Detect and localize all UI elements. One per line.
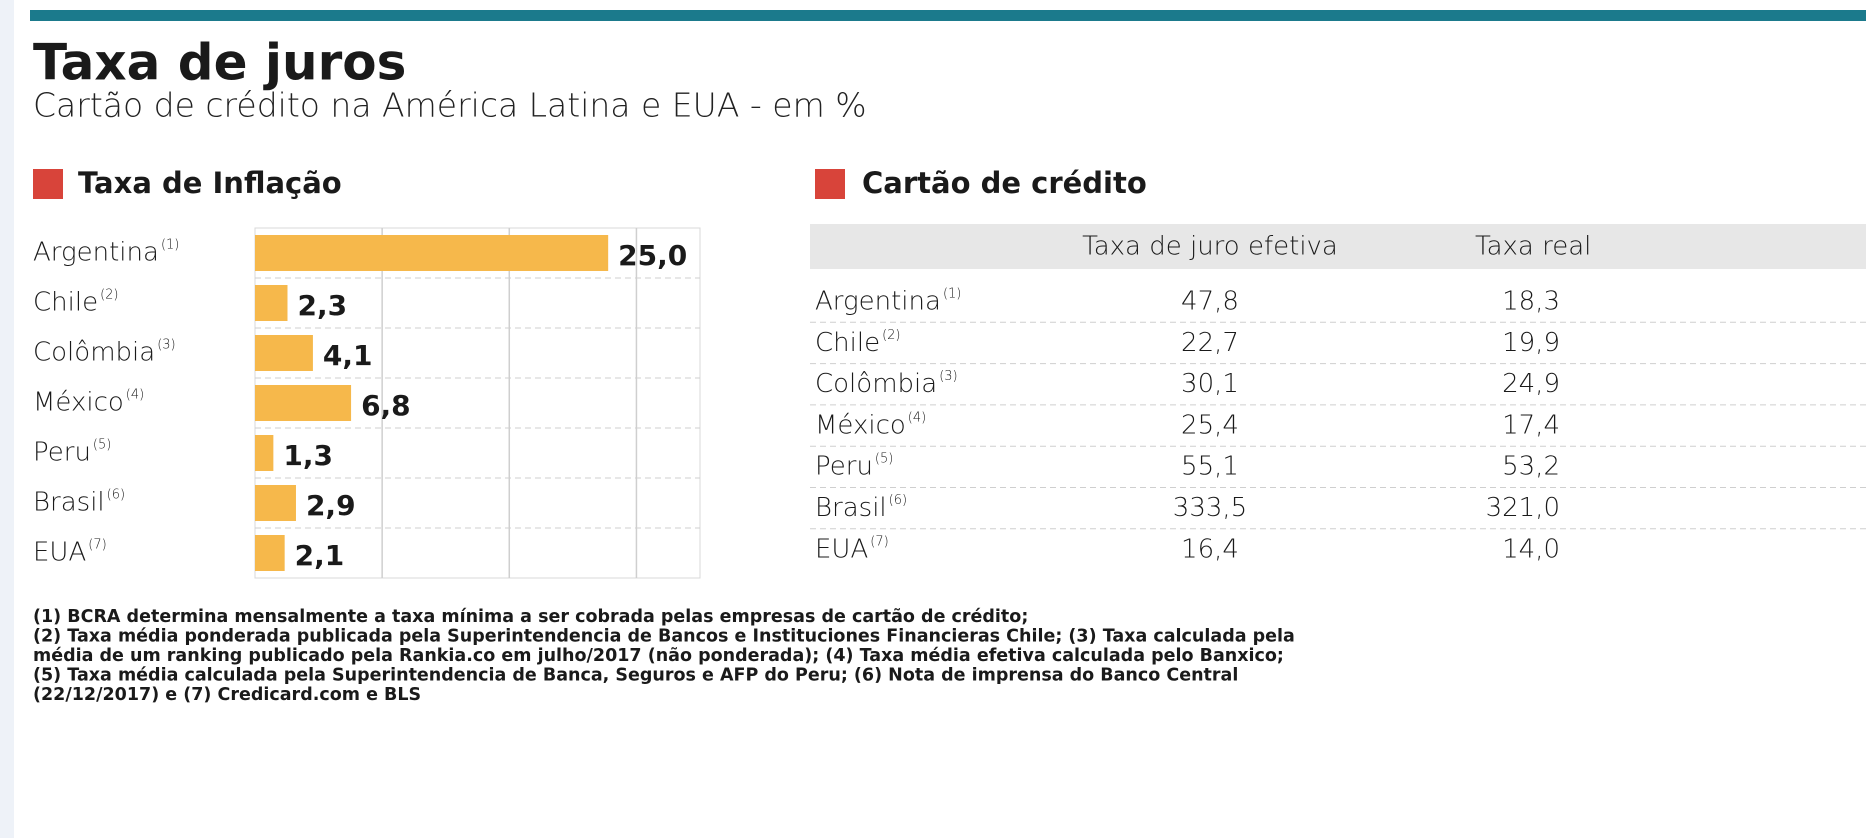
row-label: Peru <box>33 438 91 468</box>
footnote: média de um ranking publicado pela Ranki… <box>33 646 1284 666</box>
row-note: (7) <box>88 538 106 553</box>
row-label: Colômbia <box>33 338 155 368</box>
chart-title: Taxa de Inflação <box>78 166 342 200</box>
row-label: Chile <box>815 328 880 358</box>
value-label: 2,3 <box>297 289 347 322</box>
table-cell: 16,4 <box>1181 534 1239 564</box>
row-label: EUA <box>33 538 86 568</box>
column-header: Taxa real <box>1475 232 1591 262</box>
section-marker <box>33 169 63 199</box>
bar <box>255 435 274 471</box>
bar <box>255 235 609 271</box>
row-label: Peru <box>815 452 873 482</box>
row-note: (5) <box>93 438 111 453</box>
bar <box>255 335 313 371</box>
table-cell: 19,9 <box>1502 328 1560 358</box>
table-cell: 333,5 <box>1173 493 1247 523</box>
row-label: Argentina <box>33 238 159 268</box>
row-label: EUA <box>815 534 868 564</box>
footnote: (22/12/2017) e (7) Credicard.com e BLS <box>33 685 421 705</box>
footnote: (1) BCRA determina mensalmente a taxa mí… <box>33 607 1028 627</box>
row-note: (6) <box>889 493 907 508</box>
table-cell: 17,4 <box>1502 410 1560 440</box>
table-cell: 321,0 <box>1486 493 1560 523</box>
row-label: Argentina <box>815 287 941 317</box>
bar <box>255 385 352 421</box>
row-label: Chile <box>33 288 98 318</box>
row-note: (1) <box>161 238 179 253</box>
value-label: 2,9 <box>306 489 356 522</box>
table-cell: 47,8 <box>1181 287 1239 317</box>
row-note: (4) <box>908 410 926 425</box>
row-note: (2) <box>100 288 118 303</box>
row-note: (5) <box>875 452 893 467</box>
footnote: (2) Taxa média ponderada publicada pela … <box>33 627 1295 647</box>
table-cell: 22,7 <box>1181 328 1239 358</box>
row-note: (7) <box>870 534 888 549</box>
value-label: 2,1 <box>295 539 345 572</box>
table-cell: 24,9 <box>1502 369 1560 399</box>
table-header <box>810 224 1866 269</box>
table-cell: 30,1 <box>1181 369 1239 399</box>
row-note: (6) <box>107 488 125 503</box>
footnote: (5) Taxa média calculada pela Superinten… <box>33 666 1238 686</box>
value-label: 6,8 <box>361 389 411 422</box>
subtitle: Cartão de crédito na América Latina e EU… <box>33 86 867 125</box>
left-margin <box>0 0 14 838</box>
value-label: 25,0 <box>618 239 687 272</box>
value-label: 4,1 <box>323 339 373 372</box>
table-cell: 25,4 <box>1181 410 1239 440</box>
section-marker <box>815 169 845 199</box>
table-cell: 14,0 <box>1502 534 1560 564</box>
column-header: Taxa de juro efetiva <box>1082 232 1338 262</box>
row-label: México <box>815 410 906 440</box>
bar <box>255 535 285 571</box>
row-label: México <box>33 388 124 418</box>
title: Taxa de juros <box>33 34 406 92</box>
row-label: Colômbia <box>815 369 937 399</box>
row-note: (3) <box>157 338 175 353</box>
bar <box>255 485 296 521</box>
table-cell: 18,3 <box>1502 287 1560 317</box>
row-note: (4) <box>126 388 144 403</box>
row-label: Brasil <box>33 488 105 518</box>
table-cell: 55,1 <box>1181 452 1239 482</box>
row-label: Brasil <box>815 493 887 523</box>
table-cell: 53,2 <box>1502 452 1560 482</box>
bar <box>255 285 288 321</box>
table-title: Cartão de crédito <box>862 166 1147 200</box>
row-note: (2) <box>882 328 900 343</box>
row-note: (3) <box>939 369 957 384</box>
row-note: (1) <box>943 287 961 302</box>
top-rule <box>30 10 1866 21</box>
value-label: 1,3 <box>283 439 333 472</box>
